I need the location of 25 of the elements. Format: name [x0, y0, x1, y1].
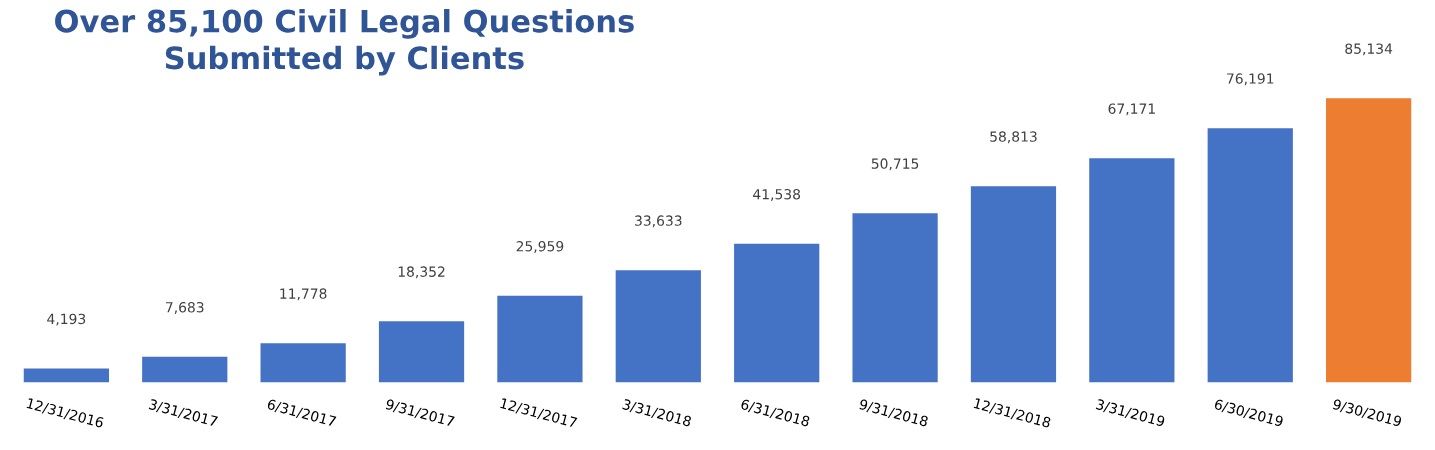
bar [378, 321, 465, 383]
data-label: 76,191 [1227, 73, 1274, 86]
bar [23, 368, 109, 383]
bar [1207, 128, 1293, 383]
data-label: 58,813 [990, 131, 1037, 144]
bar [1089, 158, 1175, 383]
data-label: 11,778 [280, 288, 327, 301]
bar [734, 243, 820, 383]
bar [615, 270, 701, 383]
data-label: 33,633 [635, 215, 682, 228]
bar [260, 343, 346, 383]
data-label: 50,715 [871, 158, 919, 171]
data-label: 41,538 [753, 188, 801, 201]
bar [852, 213, 938, 383]
bar [497, 295, 583, 383]
data-label: 7,683 [166, 301, 204, 314]
bar [142, 356, 228, 383]
data-label: 4,193 [47, 313, 86, 326]
chart-title: Over 85,100 Civil Legal Questions Submitted by Clients [55, 9, 634, 76]
bar [970, 186, 1057, 383]
bar [1326, 98, 1412, 383]
data-label: 67,171 [1108, 103, 1155, 116]
data-label: 25,959 [516, 240, 564, 253]
data-label: 18,352 [398, 266, 445, 279]
data-label: 85,134 [1345, 43, 1393, 56]
